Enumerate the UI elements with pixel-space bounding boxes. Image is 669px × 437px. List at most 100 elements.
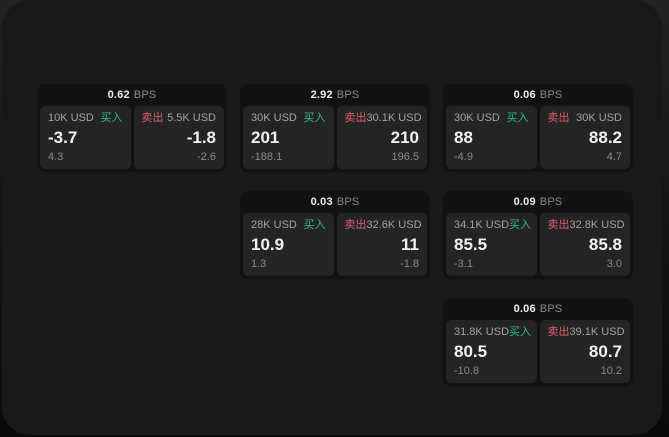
buy-price: 201 — [251, 128, 280, 147]
sell-delta: -2.6 — [197, 151, 216, 163]
sell-delta: 3.0 — [606, 258, 622, 270]
bps-unit-label: BPS — [539, 196, 563, 208]
sell-amount: 5.5K USD — [167, 112, 216, 124]
sell-quote-tile[interactable]: 卖出 32.6K USD 11 -1.8 — [336, 213, 427, 276]
buy-delta: -3.1 — [454, 258, 473, 270]
buy-tile-header: 28K USD 买入 — [251, 219, 326, 232]
buy-amount: 10K USD — [48, 112, 94, 124]
buy-quote-tile[interactable]: 10K USD 买入 -3.7 4.3 — [40, 106, 131, 169]
sell-price: -1.8 — [186, 128, 216, 147]
sell-tile-header: 卖出 39.1K USD — [547, 326, 625, 339]
quote-card: 2.92 BPS 30K USD 买入 201 -188.1 卖出 30.1K … — [240, 84, 430, 172]
buy-quote-tile[interactable]: 30K USD 买入 88 -4.9 — [446, 106, 537, 169]
buy-delta: -4.9 — [454, 151, 473, 163]
buy-price: 10.9 — [251, 235, 285, 254]
sell-side-label: 卖出 — [547, 326, 570, 338]
buy-price: 88 — [454, 128, 473, 147]
sell-tile-header: 卖出 30.1K USD — [344, 112, 422, 125]
card-body: 30K USD 买入 201 -188.1 卖出 30.1K USD 210 1… — [240, 106, 430, 172]
bps-value: 0.06 — [513, 89, 536, 101]
sell-amount: 30K USD — [576, 112, 622, 124]
buy-side-label: 买入 — [100, 112, 123, 124]
bps-unit-label: BPS — [336, 89, 360, 101]
sell-quote-tile[interactable]: 卖出 39.1K USD 80.7 10.2 — [539, 320, 630, 383]
quote-card: 0.06 BPS 31.8K USD 买入 80.5 -10.8 卖出 39.1… — [443, 298, 633, 386]
bps-value: 2.92 — [310, 89, 333, 101]
sell-tile-header: 卖出 5.5K USD — [142, 112, 217, 125]
sell-delta: 10.2 — [600, 365, 622, 377]
sell-tile-header: 卖出 32.6K USD — [344, 219, 422, 232]
buy-quote-tile[interactable]: 34.1K USD 买入 85.5 -3.1 — [446, 213, 537, 276]
buy-amount: 28K USD — [251, 219, 297, 231]
buy-side-label: 买入 — [509, 326, 532, 338]
quote-card-grid: 0.62 BPS 10K USD 买入 -3.7 4.3 卖出 5.5K USD — [37, 84, 633, 386]
sell-price: 88.2 — [588, 128, 622, 147]
sell-side-label: 卖出 — [547, 112, 570, 124]
sell-side-label: 卖出 — [344, 112, 367, 124]
card-header: 0.62 BPS — [37, 84, 227, 106]
sell-quote-tile[interactable]: 卖出 5.5K USD -1.8 -2.6 — [133, 106, 224, 169]
sell-amount: 39.1K USD — [569, 326, 625, 338]
card-body: 28K USD 买入 10.9 1.3 卖出 32.6K USD 11 -1.8 — [240, 213, 430, 279]
buy-price: 80.5 — [454, 342, 488, 361]
buy-tile-header: 30K USD 买入 — [454, 112, 529, 125]
buy-amount: 30K USD — [454, 112, 500, 124]
quote-card: 0.62 BPS 10K USD 买入 -3.7 4.3 卖出 5.5K USD — [37, 84, 227, 172]
sell-price: 11 — [401, 235, 419, 254]
bps-unit-label: BPS — [133, 89, 157, 101]
sell-delta: -1.8 — [400, 258, 419, 270]
buy-price: 85.5 — [454, 235, 488, 254]
sell-amount: 32.8K USD — [569, 219, 625, 231]
sell-quote-tile[interactable]: 卖出 32.8K USD 85.8 3.0 — [539, 213, 630, 276]
buy-side-label: 买入 — [303, 219, 326, 231]
card-header: 0.03 BPS — [240, 191, 430, 213]
buy-side-label: 买入 — [506, 112, 529, 124]
sell-amount: 32.6K USD — [366, 219, 422, 231]
card-header: 0.06 BPS — [443, 298, 633, 320]
card-body: 30K USD 买入 88 -4.9 卖出 30K USD 88.2 4.7 — [443, 106, 633, 172]
bps-unit-label: BPS — [336, 196, 360, 208]
card-header: 0.06 BPS — [443, 84, 633, 106]
buy-tile-header: 30K USD 买入 — [251, 112, 326, 125]
quote-card: 0.09 BPS 34.1K USD 买入 85.5 -3.1 卖出 32.8K… — [443, 191, 633, 279]
sell-amount: 30.1K USD — [366, 112, 422, 124]
sell-tile-header: 卖出 30K USD — [548, 112, 623, 125]
buy-side-label: 买入 — [509, 219, 532, 231]
sell-delta: 196.5 — [391, 151, 419, 163]
card-body: 31.8K USD 买入 80.5 -10.8 卖出 39.1K USD 80.… — [443, 320, 633, 386]
buy-amount: 30K USD — [251, 112, 297, 124]
sell-side-label: 卖出 — [344, 219, 367, 231]
sell-price: 85.8 — [588, 235, 622, 254]
sell-tile-header: 卖出 32.8K USD — [547, 219, 625, 232]
quote-card: 0.06 BPS 30K USD 买入 88 -4.9 卖出 30K USD — [443, 84, 633, 172]
buy-amount: 34.1K USD — [454, 219, 510, 231]
buy-quote-tile[interactable]: 31.8K USD 买入 80.5 -10.8 — [446, 320, 537, 383]
quote-card: 0.03 BPS 28K USD 买入 10.9 1.3 卖出 32.6K US… — [240, 191, 430, 279]
bps-value: 0.09 — [513, 196, 536, 208]
buy-price: -3.7 — [48, 128, 78, 147]
card-body: 10K USD 买入 -3.7 4.3 卖出 5.5K USD -1.8 -2.… — [37, 106, 227, 172]
sell-quote-tile[interactable]: 卖出 30K USD 88.2 4.7 — [539, 106, 630, 169]
sell-delta: 4.7 — [606, 151, 622, 163]
buy-tile-header: 31.8K USD 买入 — [454, 326, 532, 339]
bps-value: 0.03 — [310, 196, 333, 208]
buy-delta: -188.1 — [251, 151, 283, 163]
buy-tile-header: 10K USD 买入 — [48, 112, 123, 125]
sell-side-label: 卖出 — [547, 219, 570, 231]
buy-tile-header: 34.1K USD 买入 — [454, 219, 532, 232]
buy-side-label: 买入 — [303, 112, 326, 124]
sell-quote-tile[interactable]: 卖出 30.1K USD 210 196.5 — [336, 106, 427, 169]
sell-side-label: 卖出 — [141, 112, 164, 124]
bps-unit-label: BPS — [539, 303, 563, 315]
sell-price: 210 — [390, 128, 419, 147]
bps-unit-label: BPS — [539, 89, 563, 101]
buy-quote-tile[interactable]: 28K USD 买入 10.9 1.3 — [243, 213, 334, 276]
buy-delta: -10.8 — [454, 365, 480, 377]
card-header: 2.92 BPS — [240, 84, 430, 106]
card-body: 34.1K USD 买入 85.5 -3.1 卖出 32.8K USD 85.8… — [443, 213, 633, 279]
bps-value: 0.06 — [513, 303, 536, 315]
buy-quote-tile[interactable]: 30K USD 买入 201 -188.1 — [243, 106, 334, 169]
card-header: 0.09 BPS — [443, 191, 633, 213]
buy-delta: 1.3 — [251, 258, 267, 270]
